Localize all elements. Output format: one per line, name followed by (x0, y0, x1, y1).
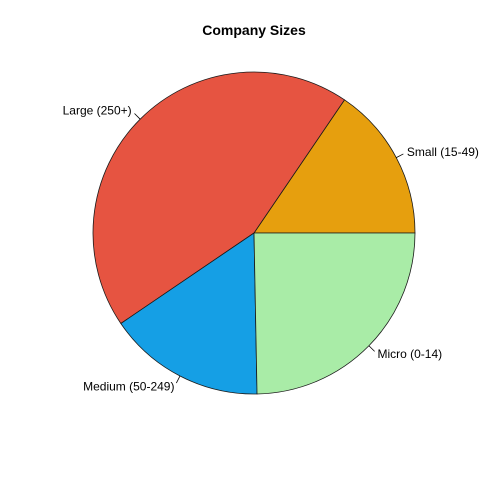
labels-layer: Small (15-49) Large (250+) Medium (50-249)… (63, 104, 479, 394)
leader-line-small-15-49 (396, 153, 404, 159)
slice-label-large-250: Large (250+) (63, 104, 132, 118)
pie-slice-large-250 (92, 71, 346, 325)
slices-layer (92, 71, 416, 395)
pie-slice-small-15-49 (253, 99, 416, 234)
chart-title: Company Sizes (202, 22, 306, 38)
slice-label-micro-0-14: Micro (0-14) (377, 347, 442, 361)
pie-slice-medium-50-249 (120, 232, 258, 395)
slice-label-medium-50-249: Medium (50-249) (83, 380, 174, 394)
leader-line-large-250 (134, 113, 141, 120)
leader-line-micro-0-14 (368, 345, 375, 352)
slice-label-small-15-49: Small (15-49) (407, 145, 479, 159)
pie-slice-micro-0-14 (253, 232, 416, 395)
leader-line-medium-50-249 (175, 375, 181, 384)
